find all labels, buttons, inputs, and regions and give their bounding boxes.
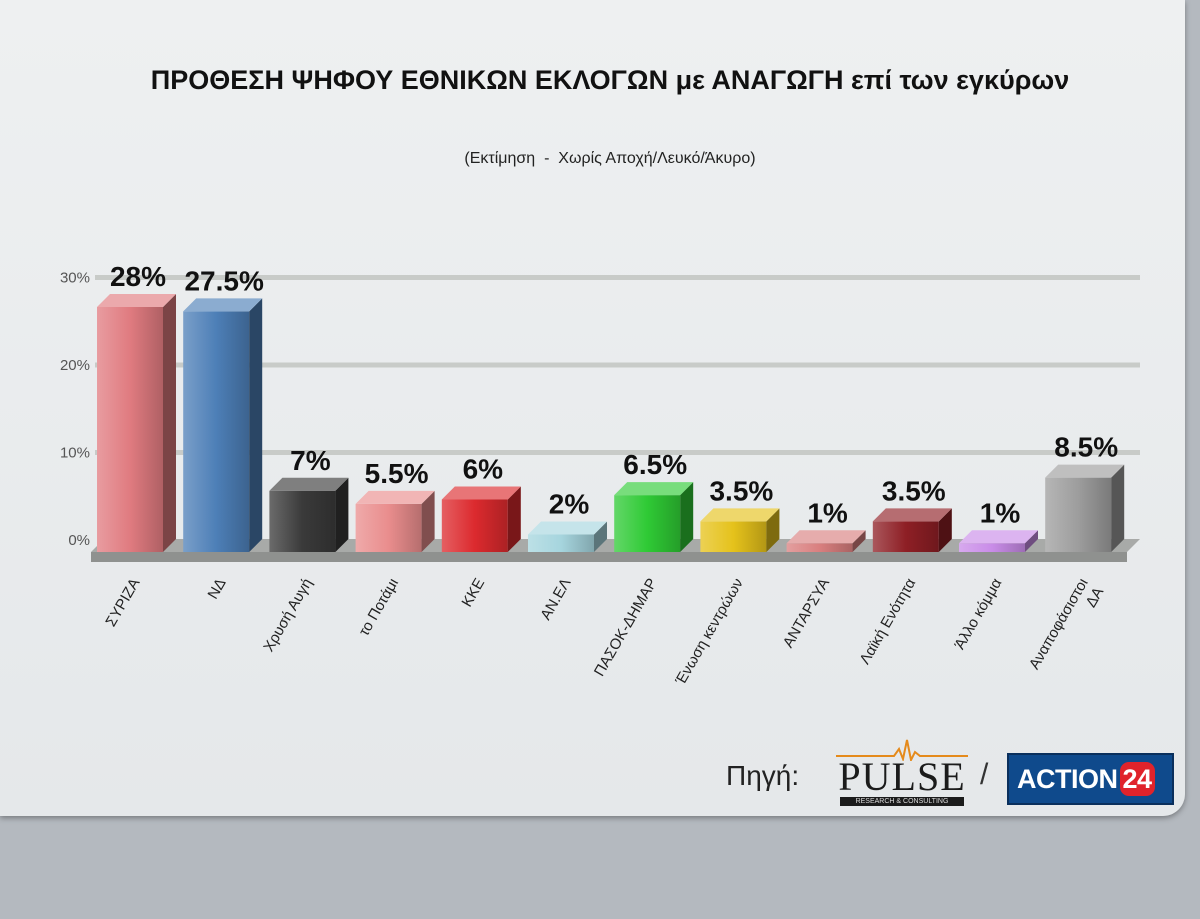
bar-top — [355, 490, 435, 504]
bar-value-label: 6% — [463, 454, 504, 485]
bar-value-label: 27.5% — [184, 265, 263, 296]
bar-value-label: 7% — [290, 445, 331, 476]
bar-side — [680, 482, 694, 552]
category-label: Ένωση κεντρώων — [672, 576, 747, 689]
bar-front — [786, 543, 853, 552]
bar-top — [528, 521, 607, 535]
bar-value-label: 8.5% — [1054, 432, 1118, 463]
category-label: ΑναποφάσιστοιΔΑ — [1026, 576, 1107, 682]
pulse-heartbeat-icon — [836, 739, 968, 761]
bar-top — [1045, 464, 1125, 478]
chart-card: ΠΡΟΘΕΣΗ ΨΗΦΟΥ ΕΘΝΙΚΩΝ ΕΚΛΟΓΩΝ με ΑΝΑΓΩΓΗ… — [0, 0, 1185, 816]
bar-value-label: 1% — [980, 497, 1021, 528]
bar-value-label: 3.5% — [709, 475, 773, 506]
category-label: ΑΝ.ΕΛ — [537, 576, 574, 623]
bar-front — [528, 534, 594, 552]
bar-side — [938, 508, 952, 552]
bar-top — [183, 298, 263, 312]
category-label: ΑΝΤΑΡΣΥΑ — [780, 576, 833, 651]
bar-top — [959, 530, 1038, 544]
bar-side — [766, 508, 780, 552]
category-label: το Ποτάμι — [356, 576, 402, 640]
bar-front — [1045, 477, 1112, 552]
category-label: ΝΔ — [205, 576, 230, 603]
category-label: ΣΥΡΙΖΑ — [102, 576, 143, 630]
bar-value-label: 5.5% — [365, 458, 429, 489]
action-logo-text: ACTION — [1017, 764, 1118, 794]
bar-value-label: 1% — [807, 497, 848, 528]
category-label: ΚΚΕ — [459, 576, 489, 610]
pulse-tagline: RESEARCH & CONSULTING — [840, 797, 964, 806]
action24-logo: ACTION 24 — [1007, 753, 1174, 805]
bar-side — [421, 490, 435, 552]
chart-subtitle: (Εκτίμηση - Χωρίς Αποχή/Λευκό/Άκυρο) — [464, 150, 756, 167]
bar-side — [507, 486, 521, 552]
bar-side — [852, 530, 866, 552]
category-label: Λαϊκή Ενότητα — [856, 575, 919, 667]
bar-front — [614, 495, 681, 552]
bar-top — [269, 477, 349, 491]
chart-floor-edge — [91, 552, 1127, 562]
bar-front — [441, 499, 508, 552]
category-label: Χρυσή Αυγή — [260, 576, 316, 655]
bar-side — [335, 477, 349, 552]
bar-side — [249, 298, 263, 552]
bar-side — [1111, 464, 1125, 552]
bar-side — [1025, 530, 1038, 552]
bar-value-label: 6.5% — [623, 449, 687, 480]
category-label: ΠΑΣΟΚ-ΔΗΜΑΡ — [591, 576, 661, 680]
bar-front — [183, 311, 250, 552]
bar-value-label: 2% — [549, 489, 590, 520]
pulse-logo-text: PULSE — [838, 754, 966, 799]
bar-top — [97, 294, 176, 307]
bar-front — [700, 521, 767, 552]
bar-value-label: 3.5% — [882, 475, 946, 506]
bar-top — [872, 508, 952, 522]
bar-front — [872, 521, 939, 552]
bar-value-label: 28% — [110, 261, 166, 292]
y-tick-label: 0% — [68, 532, 90, 549]
y-tick-label: 30% — [60, 270, 90, 287]
source-label: Πηγή: — [726, 760, 800, 791]
bar-top — [441, 486, 521, 500]
logo-separator: / — [980, 758, 989, 791]
bar-front — [269, 490, 336, 552]
bar-front — [355, 503, 422, 552]
bar-top — [614, 482, 694, 496]
bar-top — [700, 508, 780, 522]
action-logo-number: 24 — [1119, 762, 1155, 796]
bar-front — [97, 307, 163, 552]
bar-chart: 0% 10% 20% 30% 28% ΣΥΡΙΖΑ 27.5% ΝΔ 7% Χρυσή Αυγή 5… — [60, 261, 1140, 689]
y-tick-label: 10% — [60, 445, 90, 462]
bar-top — [786, 530, 866, 544]
pulse-logo: PULSE RESEARCH & CONSULTING — [836, 737, 968, 807]
category-label: Άλλο κόμμα — [951, 575, 1005, 652]
bar-side — [163, 294, 176, 552]
bar-front — [959, 543, 1025, 552]
y-tick-label: 20% — [60, 357, 90, 374]
bar-side — [594, 521, 607, 552]
chart-title: ΠΡΟΘΕΣΗ ΨΗΦΟΥ ΕΘΝΙΚΩΝ ΕΚΛΟΓΩΝ με ΑΝΑΓΩΓΗ… — [150, 65, 1070, 95]
